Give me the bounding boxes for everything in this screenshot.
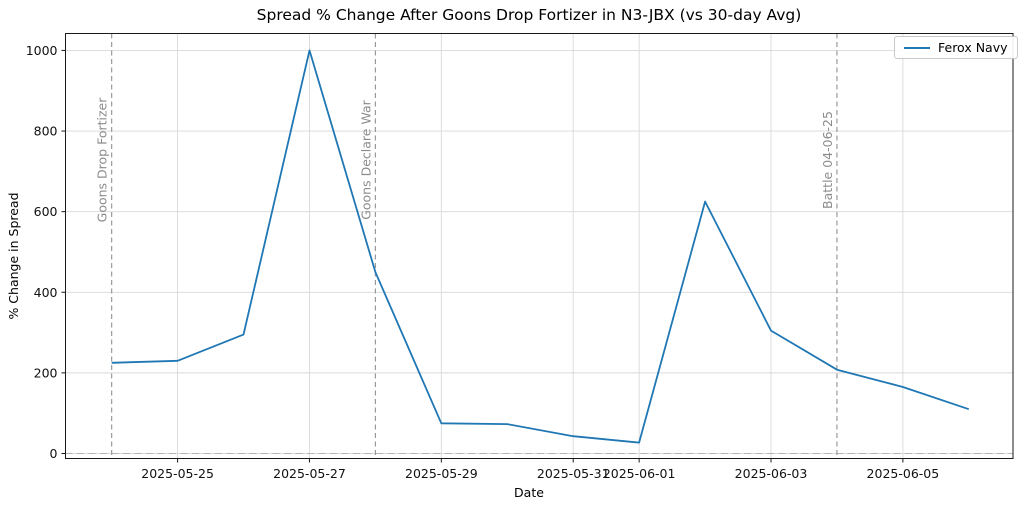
x-axis-label: Date (514, 485, 544, 500)
x-tick-label: 2025-06-05 (867, 466, 940, 481)
y-tick-label: 600 (34, 204, 58, 219)
legend-line-sample (904, 46, 930, 49)
event-label: Battle 04-06-25 (820, 111, 835, 209)
y-tick-label: 400 (34, 285, 58, 300)
x-tick-label: 2025-05-31 (537, 466, 610, 481)
legend-entry-label: Ferox Navy (938, 40, 1008, 55)
event-label: Goons Declare War (358, 99, 373, 219)
x-tick-label: 2025-05-29 (405, 466, 478, 481)
y-tick-label: 0 (50, 446, 58, 461)
x-tick-label: 2025-05-25 (141, 466, 214, 481)
x-tick-label: 2025-05-27 (273, 466, 346, 481)
x-tick-label: 2025-06-01 (603, 466, 676, 481)
series-line-ferox-navy (111, 49, 970, 444)
event-label: Goons Drop Fortizer (95, 97, 110, 223)
y-tick-label: 200 (34, 365, 58, 380)
chart-title: Spread % Change After Goons Drop Fortize… (256, 6, 802, 24)
y-tick-label: 800 (34, 124, 58, 139)
y-axis-label: % Change in Spread (6, 192, 21, 320)
y-tick-label: 1000 (26, 43, 58, 58)
plot-spines (65, 33, 1014, 459)
legend: Ferox Navy (894, 36, 1018, 59)
x-tick-label: 2025-06-03 (735, 466, 808, 481)
